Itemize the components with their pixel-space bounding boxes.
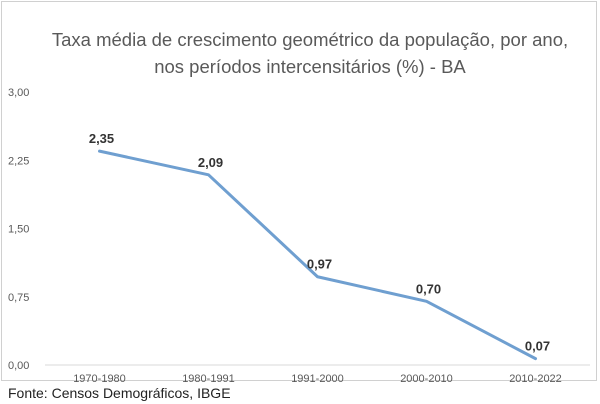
data-label: 0,07: [525, 339, 550, 354]
data-label: 0,70: [416, 281, 441, 296]
y-tick-label: 3,00: [8, 87, 29, 99]
y-tick-label: 0,00: [8, 360, 29, 372]
x-tick-label: 1980-1991: [182, 373, 235, 385]
chart-title-line-1: Taxa média de crescimento geométrico da …: [51, 29, 569, 50]
data-label: 2,35: [89, 131, 114, 146]
x-tick-label: 1991-2000: [291, 373, 344, 385]
y-tick-label: 2,25: [8, 155, 29, 167]
data-label: 0,97: [307, 257, 332, 272]
chart-title: Taxa média de crescimento geométrico da …: [40, 26, 580, 80]
series-line: [98, 149, 537, 361]
chart-title-line-2: nos períodos intercensitários (%) - BA: [154, 56, 466, 77]
y-tick-label: 0,75: [8, 292, 29, 304]
y-tick-label: 1,50: [8, 224, 29, 236]
source-note: Fonte: Censos Demográficos, IBGE: [8, 385, 231, 401]
x-tick-label: 2010-2022: [509, 373, 562, 385]
x-tick-label: 1970-1980: [73, 373, 126, 385]
chart-frame: [1, 1, 597, 381]
x-tick-label: 2000-2010: [400, 373, 453, 385]
data-label: 2,09: [198, 155, 223, 170]
